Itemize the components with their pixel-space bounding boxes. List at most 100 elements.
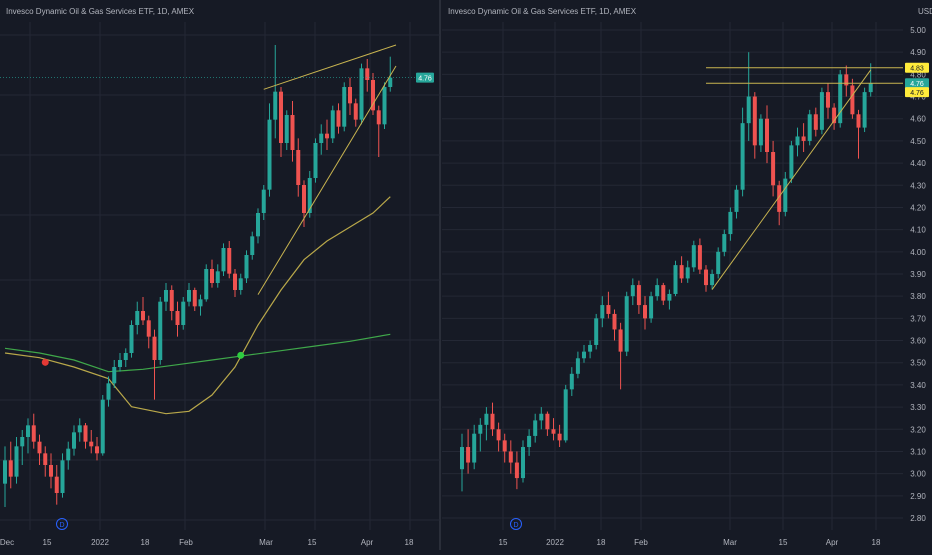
candle[interactable] xyxy=(606,305,611,314)
candle[interactable] xyxy=(31,425,36,442)
candle[interactable] xyxy=(630,285,635,297)
candle[interactable] xyxy=(819,92,824,130)
candle[interactable] xyxy=(508,451,513,463)
candle[interactable] xyxy=(533,420,538,436)
candle[interactable] xyxy=(460,447,464,470)
candle[interactable] xyxy=(267,119,272,190)
candle[interactable] xyxy=(649,296,654,319)
candle[interactable] xyxy=(643,305,647,319)
candle[interactable] xyxy=(118,360,122,367)
candle[interactable] xyxy=(348,87,352,104)
crossover-bearish-marker[interactable] xyxy=(41,358,49,366)
candle[interactable] xyxy=(279,91,283,143)
candle[interactable] xyxy=(210,269,214,283)
candle[interactable] xyxy=(545,413,550,430)
candle[interactable] xyxy=(95,446,99,454)
moving-average-fast[interactable] xyxy=(4,196,391,415)
candle[interactable] xyxy=(233,273,237,290)
candle[interactable] xyxy=(868,83,873,93)
candle[interactable] xyxy=(164,290,168,302)
candle[interactable] xyxy=(551,429,556,434)
candle[interactable] xyxy=(227,248,232,274)
candle[interactable] xyxy=(77,425,82,433)
candle[interactable] xyxy=(26,425,30,437)
candle[interactable] xyxy=(771,152,776,186)
candle[interactable] xyxy=(330,110,335,139)
candle[interactable] xyxy=(514,462,519,479)
candle[interactable] xyxy=(490,413,495,430)
candle[interactable] xyxy=(181,301,186,325)
candle[interactable] xyxy=(758,118,763,146)
candle[interactable] xyxy=(521,447,525,479)
right-event-marker[interactable] xyxy=(510,518,522,530)
candle[interactable] xyxy=(336,110,341,127)
candle[interactable] xyxy=(89,441,94,447)
candle[interactable] xyxy=(296,150,301,185)
candle[interactable] xyxy=(376,110,381,125)
candle[interactable] xyxy=(801,136,806,141)
candle[interactable] xyxy=(862,92,867,128)
candle[interactable] xyxy=(8,460,13,477)
candle[interactable] xyxy=(813,114,818,130)
candle[interactable] xyxy=(600,305,605,319)
candle[interactable] xyxy=(539,413,544,421)
candle[interactable] xyxy=(569,373,574,390)
candle[interactable] xyxy=(856,114,861,128)
candle[interactable] xyxy=(679,265,684,279)
candle[interactable] xyxy=(3,460,7,484)
candle[interactable] xyxy=(582,351,586,359)
candle[interactable] xyxy=(365,68,370,80)
candle[interactable] xyxy=(273,91,278,120)
candle[interactable] xyxy=(290,115,295,150)
candle[interactable] xyxy=(141,311,145,321)
candle[interactable] xyxy=(716,251,721,274)
candle[interactable] xyxy=(783,178,788,212)
candle[interactable] xyxy=(704,269,708,286)
candle[interactable] xyxy=(319,133,324,143)
crossover-bullish-marker[interactable] xyxy=(237,351,245,359)
candle[interactable] xyxy=(636,285,641,306)
candle[interactable] xyxy=(588,344,593,352)
left-event-marker[interactable] xyxy=(56,518,68,530)
candle[interactable] xyxy=(187,290,191,302)
candle[interactable] xyxy=(106,383,111,400)
candle[interactable] xyxy=(388,77,393,87)
candle[interactable] xyxy=(146,320,151,337)
candle[interactable] xyxy=(152,336,157,360)
candle[interactable] xyxy=(752,96,757,146)
candle[interactable] xyxy=(673,265,678,294)
candle[interactable] xyxy=(112,367,117,384)
candle[interactable] xyxy=(83,425,88,442)
candle[interactable] xyxy=(72,432,76,449)
candle[interactable] xyxy=(557,433,562,441)
candle[interactable] xyxy=(353,103,358,120)
candle[interactable] xyxy=(691,245,696,268)
candle[interactable] xyxy=(359,68,364,120)
candle[interactable] xyxy=(371,80,375,111)
candle[interactable] xyxy=(478,424,483,434)
candle[interactable] xyxy=(667,293,672,301)
candle[interactable] xyxy=(66,448,71,461)
trendline[interactable] xyxy=(711,69,872,290)
candle[interactable] xyxy=(250,236,255,255)
candle[interactable] xyxy=(826,92,830,108)
candle[interactable] xyxy=(502,440,507,452)
candle[interactable] xyxy=(342,87,347,127)
candle[interactable] xyxy=(43,453,48,465)
trendline[interactable] xyxy=(263,44,397,90)
candle[interactable] xyxy=(807,114,812,141)
candle[interactable] xyxy=(175,311,180,325)
candle[interactable] xyxy=(765,118,769,152)
candle[interactable] xyxy=(261,189,266,213)
candle[interactable] xyxy=(746,96,751,124)
candle[interactable] xyxy=(740,123,745,190)
candle[interactable] xyxy=(789,145,794,179)
candle[interactable] xyxy=(838,74,843,124)
candle[interactable] xyxy=(49,465,53,477)
candle[interactable] xyxy=(198,299,203,307)
candle[interactable] xyxy=(612,313,617,330)
candle[interactable] xyxy=(20,437,25,447)
candle[interactable] xyxy=(661,285,666,301)
candle[interactable] xyxy=(728,211,733,235)
